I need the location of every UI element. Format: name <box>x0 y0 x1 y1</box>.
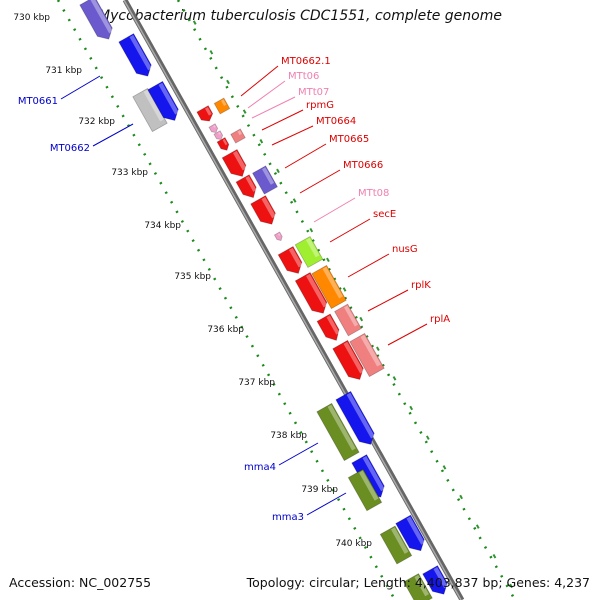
gene-label[interactable]: MT0662.1 <box>281 56 331 67</box>
gene-feature[interactable] <box>252 165 278 195</box>
gene-label[interactable]: MT0664 <box>316 116 356 127</box>
label-leader-line <box>367 289 409 312</box>
gene-feature[interactable] <box>213 130 224 141</box>
label-leader-line <box>284 143 327 169</box>
gene-feature[interactable] <box>221 148 250 181</box>
gene-feature[interactable] <box>277 245 306 278</box>
gene-feature[interactable] <box>235 174 260 202</box>
gene-label[interactable]: MT0661 <box>18 96 58 107</box>
gene-feature[interactable] <box>79 0 116 43</box>
label-leader-line <box>278 442 319 466</box>
gene-feature[interactable] <box>316 313 343 344</box>
topology-label: Topology: circular; Length: 4,403,837 bp… <box>246 575 590 590</box>
kbp-tick-label: 740 kbp <box>335 539 372 549</box>
gene-feature[interactable] <box>395 514 428 555</box>
kbp-tick-label: 739 kbp <box>301 485 338 495</box>
gene-feature[interactable] <box>118 33 155 81</box>
gene-feature[interactable] <box>273 231 283 242</box>
gene-feature[interactable] <box>294 271 330 318</box>
label-leader-line <box>60 75 101 100</box>
label-leader-line <box>92 123 134 147</box>
gene-feature[interactable] <box>379 525 413 565</box>
label-leader-line <box>387 323 428 346</box>
gene-label[interactable]: MT0662 <box>50 143 90 154</box>
gene-feature[interactable] <box>311 264 347 310</box>
gene-label[interactable]: secE <box>373 209 396 220</box>
gene-feature[interactable] <box>332 339 367 383</box>
outer-dashed-guide <box>181 0 520 600</box>
inner-dotted-guide <box>56 0 397 600</box>
kbp-tick-label: 736 kbp <box>207 325 244 335</box>
gene-label[interactable]: MT0666 <box>343 160 383 171</box>
label-leader-line <box>251 96 296 119</box>
gene-feature[interactable] <box>294 235 324 269</box>
label-leader-line <box>261 109 304 131</box>
gene-feature[interactable] <box>213 97 231 115</box>
gene-label[interactable]: MTt08 <box>358 188 389 199</box>
gene-label[interactable]: rplK <box>411 280 431 291</box>
gene-feature[interactable] <box>347 468 383 512</box>
label-leader-line <box>329 218 371 243</box>
label-leader-line <box>299 169 341 194</box>
gene-label[interactable]: mma3 <box>272 512 304 523</box>
accession-label: Accession: NC_002755 <box>9 575 152 590</box>
kbp-tick-label: 735 kbp <box>174 272 211 282</box>
gene-feature[interactable] <box>335 390 378 448</box>
genome-backbone-highlight <box>123 0 462 600</box>
gene-label[interactable]: MTt07 <box>298 87 329 98</box>
gene-feature[interactable] <box>208 123 219 134</box>
page-title: Mycobacterium tuberculosis CDC1551, comp… <box>98 8 502 24</box>
label-leader-line <box>271 125 314 146</box>
kbp-tick-label: 731 kbp <box>45 66 82 76</box>
gene-feature[interactable] <box>403 573 433 600</box>
gene-feature[interactable] <box>250 195 280 229</box>
gene-feature[interactable] <box>147 80 182 124</box>
gene-feature[interactable] <box>230 128 246 144</box>
gene-feature[interactable] <box>316 402 360 462</box>
genome-backbone <box>122 0 465 600</box>
gene-feature[interactable] <box>349 332 385 378</box>
gene-feature[interactable] <box>196 105 215 125</box>
outer-dotted-guide <box>176 0 517 600</box>
label-leader-line <box>306 492 347 516</box>
kbp-tick-label: 730 kbp <box>13 13 50 23</box>
kbp-tick-label: 732 kbp <box>78 117 115 127</box>
gene-label[interactable]: MT0665 <box>329 134 369 145</box>
kbp-tick-label: 737 kbp <box>238 378 275 388</box>
kbp-tick-label: 734 kbp <box>144 221 181 231</box>
gene-label[interactable]: nusG <box>392 244 418 255</box>
kbp-tick-label: 738 kbp <box>270 431 307 441</box>
gene-feature[interactable] <box>422 565 452 599</box>
gene-feature[interactable] <box>334 303 362 337</box>
label-leader-line <box>240 65 279 97</box>
label-leader-line <box>313 197 356 223</box>
gene-label[interactable]: rplA <box>430 314 450 325</box>
gene-label[interactable]: MTt06 <box>288 71 319 82</box>
gene-label[interactable]: rpmG <box>306 100 334 111</box>
kbp-tick-label: 733 kbp <box>111 168 148 178</box>
label-leader-line <box>347 253 390 278</box>
gene-feature[interactable] <box>216 137 231 153</box>
label-leader-line <box>247 80 286 109</box>
gene-label[interactable]: mma4 <box>244 462 276 473</box>
